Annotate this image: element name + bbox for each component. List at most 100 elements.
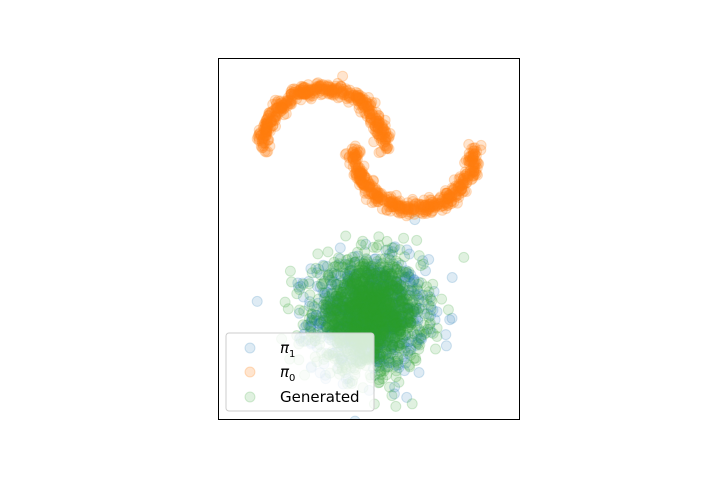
pi1-point [336,295,348,307]
pi1-point [385,319,396,331]
pi1-point [383,316,394,327]
pi1-point [371,298,383,310]
pi1-point [322,302,334,314]
pi0-point [365,178,376,190]
generated-point [398,232,410,244]
generated-point [375,281,387,292]
pi1-point [423,254,435,265]
pi1-point [363,288,375,300]
generated-point [381,369,393,381]
pi1-point [374,335,386,347]
pi1-point [383,252,395,264]
pi1-point [364,288,376,300]
pi1-point [368,274,380,286]
pi1-point [368,318,380,330]
pi1-point [372,291,384,303]
pi1-point [402,313,414,325]
pi1-point [415,332,426,344]
pi1-point [352,305,364,316]
generated-point [282,303,294,315]
pi1-point [386,301,398,312]
pi1-point [386,296,398,308]
pi1-point [392,317,404,329]
pi1-point [408,274,420,285]
pi1-point [324,299,336,311]
pi1-point [335,302,347,314]
pi1-point [323,312,335,324]
pi1-point [373,298,385,310]
pi1-point [326,278,338,290]
pi1-point [392,269,404,281]
pi0-point [258,123,270,135]
pi1-point [402,317,413,329]
generated-point [284,265,296,277]
pi1-point [336,303,348,314]
pi1-point [400,336,412,348]
pi1-point [322,301,334,313]
pi1-point [421,294,433,306]
pi1-point [386,341,398,353]
pi1-point [364,314,376,326]
pi1-point [413,367,425,378]
pi1-point [395,325,407,337]
pi1-point [388,323,400,335]
pi1-point [372,267,384,278]
pi1-point [305,320,317,332]
pi1-point [350,314,362,326]
pi1-point [364,300,376,312]
pi1-point [310,309,322,321]
pi1-point [350,317,361,329]
pi1-point [357,257,369,269]
pi1-point [331,293,343,305]
pi1-point [341,271,353,283]
pi1-point [338,302,350,314]
pi1-point [361,272,373,284]
pi1-point [384,331,396,343]
generated-point [458,251,470,263]
pi1-point [363,280,375,292]
pi0-point [463,147,475,159]
pi1-point [365,314,377,325]
pi1-point [387,275,399,287]
pi1-point [343,273,355,284]
pi1-point [375,258,386,270]
pi1-point [393,284,405,296]
generated-point [349,305,361,317]
generated-point [382,300,393,312]
pi1-point [408,305,420,317]
pi1-point [365,315,377,327]
pi1-point [331,305,343,316]
pi1-point [382,265,394,277]
pi1-point [421,308,433,320]
pi1-point [322,269,334,281]
pi1-point [344,320,356,332]
pi1-point [367,295,379,307]
pi1-point [391,312,403,323]
generated-point [390,272,401,284]
pi1-point [364,294,376,306]
generated-point [423,286,435,298]
generated-point [371,313,383,325]
pi1-point [378,269,390,281]
generated-point [390,400,402,412]
pi1-point [399,273,411,285]
legend-marker-pi0 [244,366,256,378]
pi1-point [320,321,332,333]
pi1-point [313,320,324,332]
pi1-point [383,332,395,344]
pi1-point [352,289,364,301]
pi1-point [345,297,357,309]
pi1-point [358,317,370,329]
pi1-point [372,323,384,335]
generated-point [312,248,324,260]
pi1-point [392,283,404,294]
pi1-point [344,290,356,301]
pi1-point [397,331,409,343]
pi1-point [366,284,378,296]
pi1-point [384,283,396,295]
pi1-point [427,304,439,316]
pi1-point [361,269,373,281]
pi1-point [349,251,361,263]
pi1-point [348,315,359,327]
pi1-point [345,299,357,311]
